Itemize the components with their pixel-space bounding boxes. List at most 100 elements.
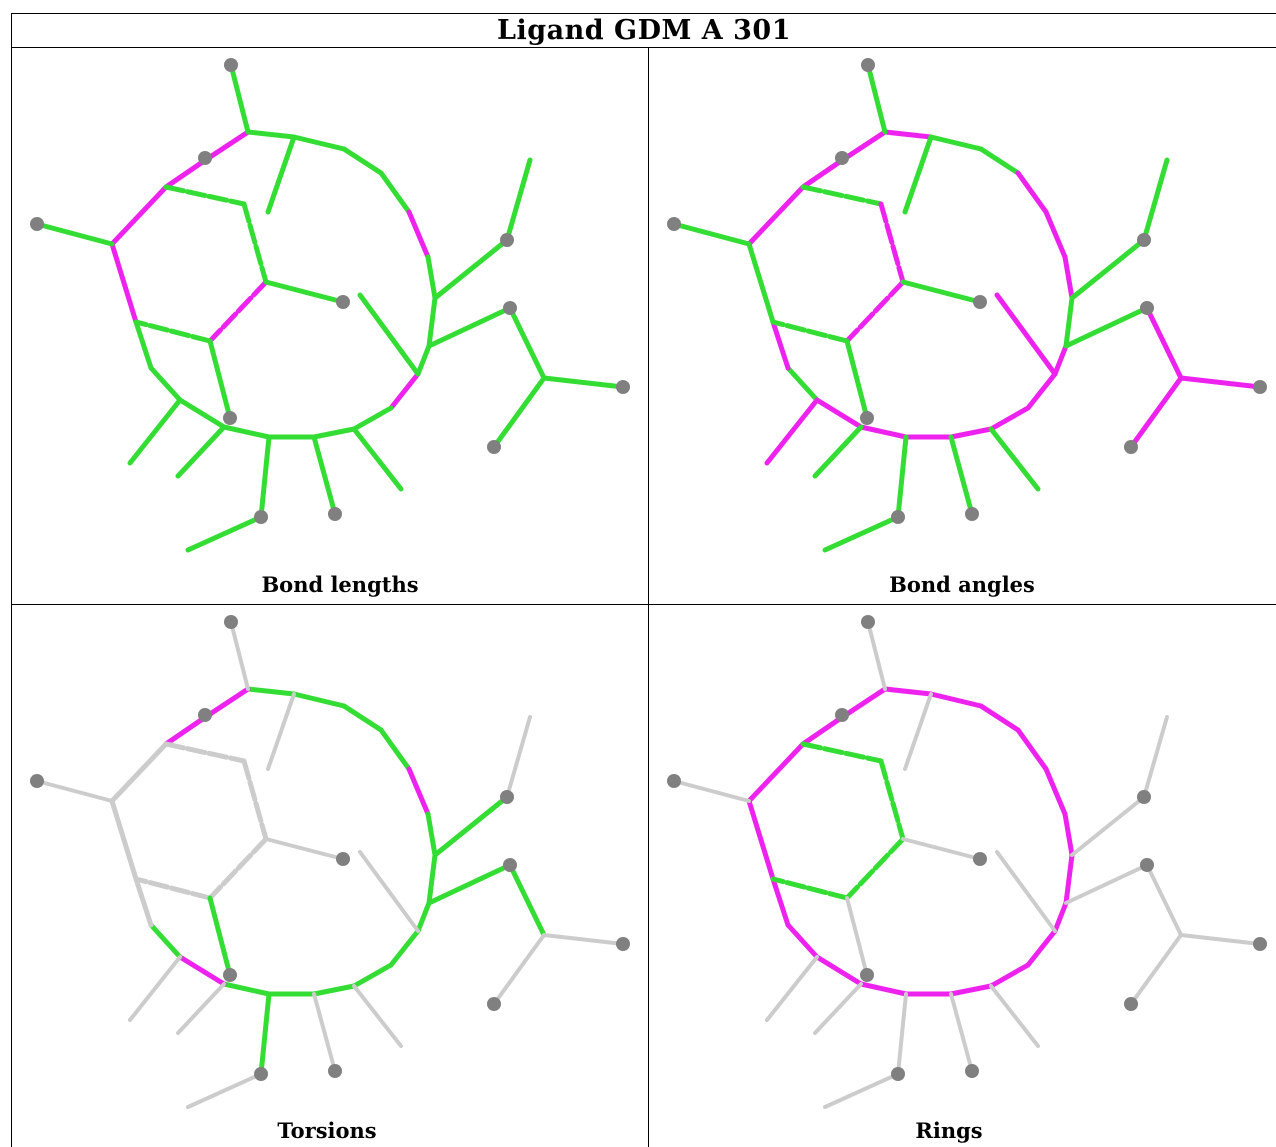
atom-sphere [667,774,681,788]
bond-m19-r1 [163,741,247,764]
atom-sphere [254,510,268,524]
bond-r3-m17 [770,319,850,344]
bond-m19-m20 [163,715,207,747]
bond-m17-m18 [746,241,776,325]
bond-m14-m15 [814,397,864,430]
bond-r2-r3 [207,279,269,344]
bond-m10-m11 [988,405,1031,432]
bond-m7-s7 [1070,795,1146,857]
bond-m1-m2 [882,686,934,697]
bond-s10-s12 [491,375,547,450]
atom-sphere [891,1067,905,1081]
bond-m19-r1 [163,184,247,207]
atom-sphere [198,151,212,165]
bond-m2-m3 [291,691,347,709]
bond-m8-s9 [1063,305,1150,349]
atom-sphere [667,217,681,231]
bond-m14-m15 [177,954,227,987]
bond-m10-m11 [351,962,394,989]
bond-m6-m7 [425,811,438,858]
atom-sphere [1137,233,1151,247]
bond-m13-m14 [858,981,909,997]
bond-m9-m10 [1025,371,1058,411]
panel-bond-angles: Bond angles [649,48,1276,604]
bond-r1-r2 [878,758,906,842]
bond-m2-s4 [902,134,934,215]
bond-s7-s8 [505,715,532,799]
bond-m8-m9 [1052,900,1069,934]
bond-m16-m17 [133,876,154,928]
bond-m16-m17 [133,319,154,371]
bond-m18-m19 [746,741,806,804]
bond-m15-s14 [127,397,183,466]
atom-sphere [835,708,849,722]
bond-m1-s1 [866,620,887,691]
bond-m11-s20 [988,426,1041,492]
bond-m3-m4 [341,146,384,176]
bond-m3-m4 [978,703,1021,733]
bond-m2-m3 [291,134,347,152]
bond-m7-m8 [426,295,438,349]
bond-m13-s16 [896,992,908,1076]
bond-m18-s3 [672,779,751,803]
bond-m13-s16 [258,434,272,520]
bond-m7-m8 [1063,295,1075,349]
bond-r2-s5 [263,279,346,305]
bond-m12-s18 [312,992,337,1073]
bond-s10-s12 [1128,375,1184,450]
bond-s10-s12 [492,933,546,1006]
bond-m7-s7 [432,794,510,858]
caption-rings: Rings [915,1118,983,1143]
bond-m19-m20 [800,158,844,190]
bond-r3-s13 [207,338,233,421]
bond-m13-s16 [895,434,909,520]
molecule-rings [667,615,1267,1109]
bond-r1-r2 [241,758,269,842]
bond-m19-r1 [800,184,884,207]
atom-sphere [861,58,875,72]
row-divider [11,604,1276,605]
bond-m5-m6 [406,766,431,817]
bond-s9-s10 [1145,863,1183,937]
caption-bond-angles: Bond angles [889,572,1035,597]
atom-sphere [198,708,212,722]
bond-m3-m4 [341,703,384,733]
bond-m12-s18 [311,434,338,517]
atom-sphere [973,295,987,309]
bond-m13-s16 [258,991,272,1077]
bond-m17-m18 [109,241,139,325]
bond-r3-m17 [133,876,213,901]
bond-s7-s8 [504,157,533,243]
bond-r2-r3 [844,836,906,901]
bond-m15-s14 [764,397,820,466]
bond-m10-m11 [351,405,394,432]
bond-m14-s15 [176,982,226,1035]
bond-m11-m12 [311,983,357,997]
bond-m8-s9 [426,305,513,349]
bond-m9-m10 [1025,928,1058,968]
left-border [11,47,12,1147]
bond-m16-m17 [770,319,791,371]
atom-sphere [965,1064,979,1078]
bond-m6-m7 [1062,811,1075,858]
center-divider [648,47,649,1147]
bond-m10-m11 [988,962,1031,989]
bond-m9-s6 [994,292,1058,377]
bond-m7-s7 [432,237,510,301]
bond-m11-s20 [989,984,1040,1048]
atom-sphere [503,301,517,315]
bond-m19-m20 [800,715,844,747]
atom-sphere [860,968,874,982]
bond-s10-s12 [1129,933,1183,1006]
bond-m11-m12 [948,983,994,997]
bond-s16-s17 [186,1072,263,1109]
bond-m12-s18 [949,992,974,1073]
atom-sphere [30,774,44,788]
bond-r3-s13 [845,896,869,977]
bond-m9-s6 [357,292,421,377]
atom-sphere [500,790,514,804]
bond-s7-s8 [1141,157,1170,243]
bond-m8-m9 [415,343,432,377]
molecule-bond-angles [667,58,1267,553]
bond-m1-s1 [229,620,250,691]
